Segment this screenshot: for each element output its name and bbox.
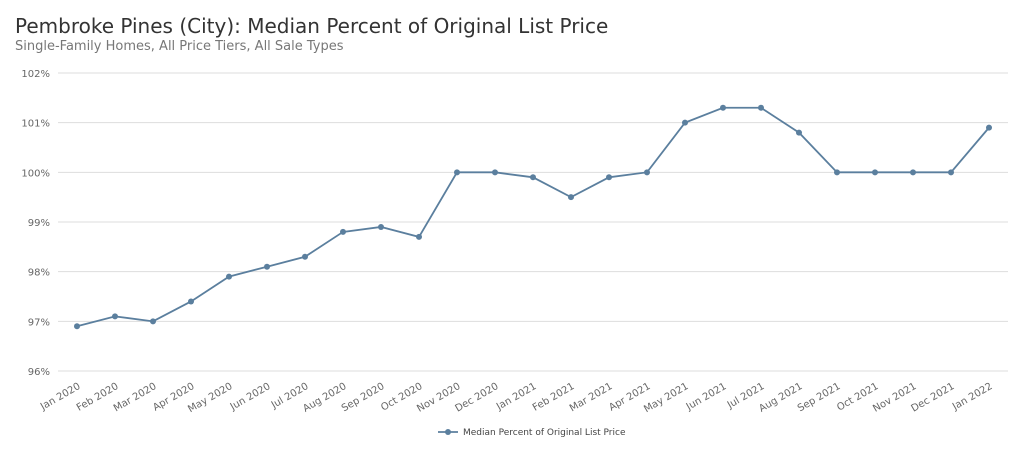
y-tick-label: 97% xyxy=(28,317,50,328)
y-tick-label: 101% xyxy=(21,119,50,130)
x-tick-label: Dec 2020 xyxy=(453,381,500,415)
x-tick-label: Jun 2021 xyxy=(684,381,729,413)
data-point xyxy=(378,223,384,230)
x-tick-label: Jan 2021 xyxy=(494,381,539,413)
x-tick-label: Sep 2020 xyxy=(340,381,387,414)
data-point xyxy=(264,263,270,270)
x-tick-label: Mar 2020 xyxy=(112,381,159,414)
x-tick-label: Jun 2020 xyxy=(228,381,273,413)
data-point xyxy=(758,104,764,111)
data-point xyxy=(416,233,422,240)
data-point xyxy=(872,169,878,176)
y-tick-label: 100% xyxy=(21,168,50,179)
x-tick-label: Dec 2021 xyxy=(909,381,956,415)
data-point xyxy=(74,323,80,330)
y-tick-label: 96% xyxy=(28,367,50,378)
data-point xyxy=(948,169,954,176)
data-point xyxy=(454,169,460,176)
data-point xyxy=(112,313,118,320)
data-point xyxy=(226,273,232,280)
data-point xyxy=(606,174,612,181)
data-point xyxy=(796,129,802,136)
x-tick-label: Sep 2021 xyxy=(796,381,843,414)
x-tick-label: Jan 2022 xyxy=(950,381,995,413)
data-point xyxy=(682,119,688,126)
data-point xyxy=(568,194,574,201)
x-tick-label: Mar 2021 xyxy=(568,381,615,414)
x-tick-label: Aug 2020 xyxy=(301,381,348,415)
data-point xyxy=(340,228,346,235)
data-point xyxy=(530,174,536,181)
data-point xyxy=(188,298,194,305)
data-point xyxy=(150,318,156,325)
data-point xyxy=(644,169,650,176)
x-tick-label: Aug 2021 xyxy=(757,381,804,415)
series-line xyxy=(76,106,990,328)
data-point xyxy=(720,104,726,111)
x-tick-label: Jan 2020 xyxy=(38,381,83,413)
data-point xyxy=(986,124,992,131)
legend-label: Median Percent of Original List Price xyxy=(463,428,626,438)
y-tick-label: 99% xyxy=(28,218,50,229)
y-tick-label: 98% xyxy=(28,268,50,279)
data-point xyxy=(492,169,498,176)
data-point xyxy=(302,253,308,260)
chart-title: Pembroke Pines (City): Median Percent of… xyxy=(15,14,609,38)
chart-subtitle: Single-Family Homes, All Price Tiers, Al… xyxy=(15,39,344,54)
legend-marker xyxy=(445,429,451,435)
data-point xyxy=(910,169,916,176)
data-point xyxy=(834,169,840,176)
y-tick-label: 102% xyxy=(21,69,50,80)
